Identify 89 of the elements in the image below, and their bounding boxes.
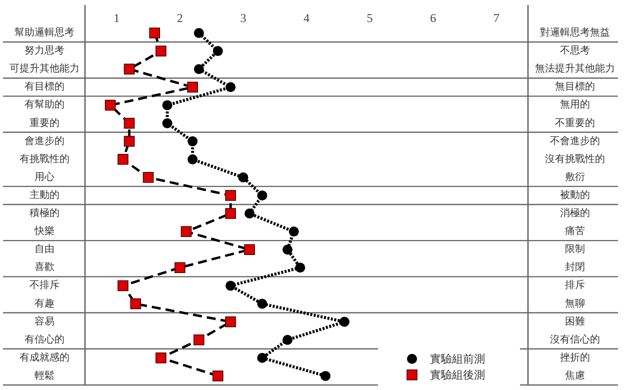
point — [149, 28, 160, 38]
point — [142, 172, 154, 183]
y2-tick-label: 排斥 — [565, 279, 585, 292]
y-tick-label: 喜歡 — [34, 261, 54, 274]
x-tick-label: 4 — [304, 11, 310, 25]
legend-label: 實驗組前測 — [430, 352, 485, 366]
y2-tick-label: 無用的 — [560, 98, 590, 111]
point — [174, 262, 186, 274]
y-tick-label: 快樂 — [34, 225, 54, 238]
point — [104, 100, 116, 111]
x-tick-label: 7 — [493, 11, 500, 25]
point — [194, 28, 204, 38]
point — [225, 316, 236, 328]
y-tick-label: 有目標的 — [24, 80, 64, 93]
y-tick-label: 用心 — [34, 170, 54, 183]
point — [156, 46, 166, 56]
y-tick-label: 自由 — [34, 243, 54, 256]
point — [180, 226, 192, 237]
y-tick-label: 會進步的 — [24, 134, 64, 147]
x-tick-label: 6 — [430, 11, 436, 25]
x-tick-label: 1 — [114, 11, 120, 25]
y2-tick-label: 不思考 — [560, 44, 590, 57]
point — [226, 280, 236, 291]
point — [226, 82, 236, 92]
point — [320, 370, 330, 381]
y2-tick-label: 被動的 — [560, 188, 590, 201]
y-tick-label: 有趣 — [34, 297, 54, 310]
y2-tick-label: 焦慮 — [565, 369, 585, 382]
x-tick-label: 5 — [366, 11, 373, 25]
point — [118, 154, 128, 165]
x-tick-label: 3 — [240, 11, 246, 25]
y2-tick-label: 限制 — [565, 243, 585, 256]
y2-tick-label: 不會進步的 — [550, 134, 600, 147]
y-tick-label: 有挑戰性的 — [20, 152, 70, 165]
y2-tick-label: 敷衍 — [565, 172, 585, 183]
point — [124, 136, 135, 147]
point — [238, 172, 248, 182]
point — [282, 244, 293, 255]
point — [212, 370, 224, 382]
point — [162, 118, 172, 128]
y2-tick-label: 對邏輯思考無益 — [540, 26, 610, 38]
point — [156, 352, 166, 364]
y2-tick-label: 封閉 — [565, 261, 585, 274]
point — [212, 46, 223, 56]
point — [194, 64, 204, 74]
y2-tick-label: 無法提升其他能力 — [535, 62, 615, 75]
y2-tick-label: 挫折的 — [560, 351, 590, 364]
x-tick-label: 2 — [176, 11, 183, 25]
point — [257, 190, 268, 200]
y2-tick-label: 不重要的 — [555, 116, 595, 129]
point — [295, 262, 306, 273]
point — [244, 208, 255, 218]
y-tick-label: 有幫助的 — [24, 98, 64, 111]
point — [188, 136, 198, 146]
point — [225, 190, 236, 201]
y-tick-label: 不排斥 — [30, 279, 60, 292]
y2-tick-label: 沒有信心的 — [550, 333, 600, 346]
point — [257, 298, 268, 309]
point — [162, 100, 172, 110]
y-tick-label: 有成就感的 — [20, 351, 70, 364]
point — [288, 226, 299, 237]
y-tick-label: 主動的 — [30, 188, 60, 201]
y-tick-label: 積極的 — [30, 207, 60, 219]
y-tick-label: 可提升其他能力 — [10, 62, 80, 75]
y2-tick-label: 消極的 — [560, 207, 590, 219]
y-tick-label: 有信心的 — [24, 333, 64, 346]
point — [187, 82, 198, 93]
y-tick-label: 容易 — [34, 315, 54, 328]
point — [339, 316, 350, 327]
y2-tick-label: 沒有挑戰性的 — [545, 152, 605, 165]
point — [118, 280, 128, 292]
point — [124, 64, 135, 74]
point — [130, 298, 142, 310]
y2-tick-label: 無目標的 — [555, 80, 595, 93]
y-tick-label: 重要的 — [30, 116, 60, 129]
y2-tick-label: 無聊 — [565, 297, 585, 310]
point — [188, 154, 198, 164]
legend-label: 實驗組後測 — [430, 368, 485, 382]
point — [244, 244, 255, 255]
y-tick-label: 幫助邏輯思考 — [14, 26, 74, 38]
point — [282, 334, 293, 345]
y-tick-label: 努力思考 — [24, 44, 64, 57]
point — [257, 352, 268, 363]
y2-tick-label: 困難 — [565, 315, 585, 328]
point — [194, 334, 204, 346]
point — [225, 208, 236, 219]
y2-tick-label: 痛苦 — [565, 225, 585, 238]
point — [124, 118, 135, 129]
y-tick-label: 輕鬆 — [34, 369, 54, 382]
